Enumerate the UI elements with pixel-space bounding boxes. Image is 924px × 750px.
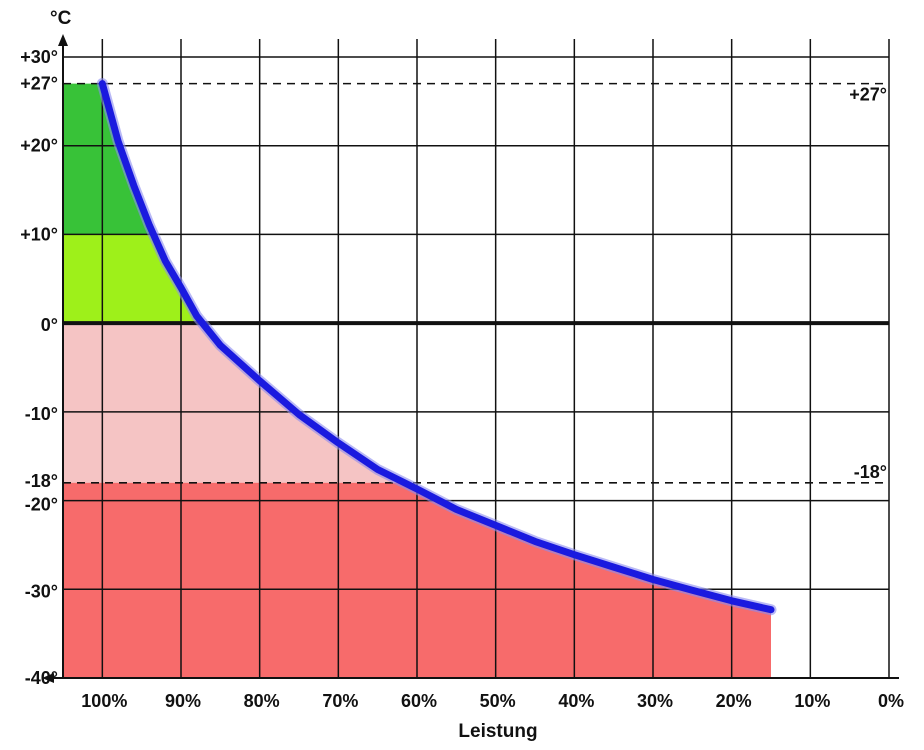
y-tick-label: -18° bbox=[25, 471, 58, 491]
x-tick-label: 70% bbox=[322, 691, 358, 711]
y-axis-label: °C bbox=[50, 8, 72, 29]
series bbox=[96, 78, 777, 616]
series-line bbox=[98, 80, 775, 614]
x-tick-label: 60% bbox=[401, 691, 437, 711]
zone-light-green bbox=[63, 234, 203, 324]
y-tick-label: +20° bbox=[20, 136, 58, 156]
axes bbox=[42, 34, 899, 683]
x-axis-arrow-icon bbox=[42, 673, 54, 683]
y-tick-label: +30° bbox=[20, 47, 58, 67]
reference-lines: +27° -18° bbox=[63, 82, 889, 484]
x-tick-label: 30% bbox=[637, 691, 673, 711]
x-tick-label: 40% bbox=[558, 691, 594, 711]
y-axis-arrow-icon bbox=[58, 34, 68, 46]
y-tick-label: -10° bbox=[25, 404, 58, 424]
y-tick-label: -30° bbox=[25, 581, 58, 601]
reference-line-label: +27° bbox=[849, 85, 887, 105]
x-tick-label: 10% bbox=[794, 691, 830, 711]
x-tick-label: 50% bbox=[480, 691, 516, 711]
x-tick-label: 20% bbox=[716, 691, 752, 711]
y-tick-label: +27° bbox=[20, 74, 58, 94]
y-tick-label: +10° bbox=[20, 224, 58, 244]
zone-dark-green bbox=[63, 83, 154, 235]
zone-light-red bbox=[63, 323, 405, 483]
x-axis-label: Leistung bbox=[458, 721, 537, 742]
x-tick-label: 80% bbox=[244, 691, 280, 711]
x-tick-label: 90% bbox=[165, 691, 201, 711]
reference-line-label: -18° bbox=[854, 462, 887, 482]
grid bbox=[63, 39, 890, 679]
x-tick-label: 0% bbox=[878, 691, 904, 711]
y-tick-label: -20° bbox=[25, 495, 58, 515]
x-tick-label: 100% bbox=[81, 691, 127, 711]
y-tick-label: -40° bbox=[25, 668, 58, 688]
tick-labels: 100% 90% 80% 70% 60% 50% 40% 30% 20% 10% 0%+30°+27… bbox=[20, 47, 904, 711]
y-tick-label: 0° bbox=[41, 315, 58, 335]
